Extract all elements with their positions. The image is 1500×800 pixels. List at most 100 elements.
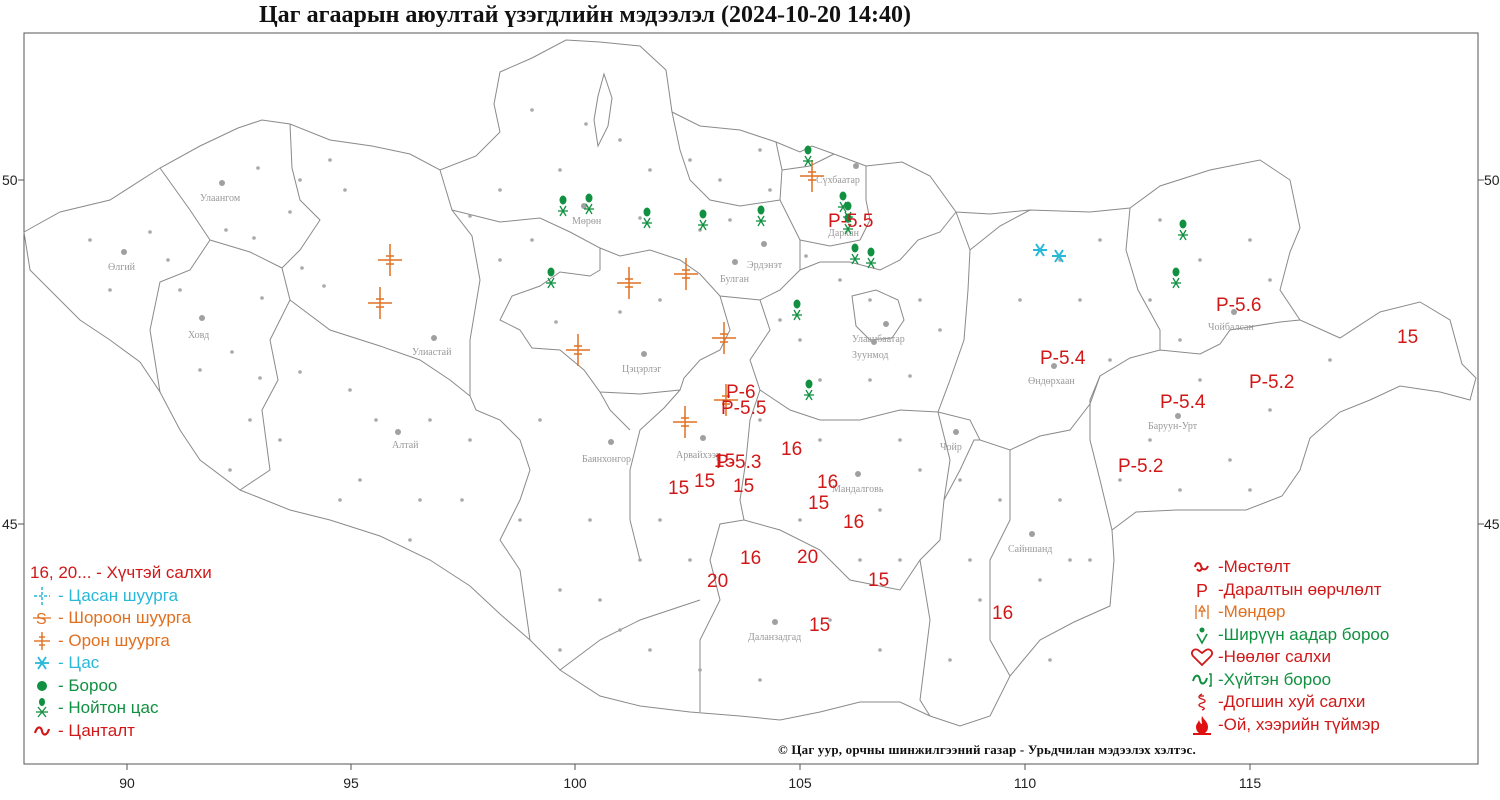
station-dot — [758, 418, 762, 422]
station-dot — [498, 188, 502, 192]
pressure-label: P-5.6 — [1216, 295, 1261, 316]
legend-item-pressure: P -Даралтын өөрчлөлт — [1190, 579, 1389, 602]
station-dot — [918, 468, 922, 472]
station-dot — [178, 288, 182, 292]
wind-label: 15 — [714, 451, 735, 472]
station-dot — [1268, 278, 1272, 282]
station-dot — [638, 558, 642, 562]
pressure-label: P-5.5 — [721, 398, 766, 419]
station-dot — [300, 266, 304, 270]
heavy-rain-icon — [1190, 625, 1214, 645]
y-tick-label: 50 — [1484, 172, 1500, 188]
snow-icon — [1052, 249, 1066, 263]
station-dot — [828, 618, 832, 622]
x-axis: 90 95 100 105 110 115 — [119, 764, 1261, 791]
wind-label: 15 — [694, 471, 715, 492]
x-tick-label: 90 — [119, 775, 135, 791]
station-dot — [1268, 408, 1272, 412]
station-dot — [598, 598, 602, 602]
city-label: Зуунмод — [852, 350, 889, 361]
station-dot — [468, 214, 472, 218]
station-dots — [88, 108, 1332, 682]
blizzard-icon — [30, 631, 54, 651]
station-dot — [166, 258, 170, 262]
station-dot — [1228, 458, 1232, 462]
blizzard-icon — [674, 258, 698, 290]
station-dot — [638, 216, 642, 220]
legend-text: - Бороо — [58, 675, 118, 695]
station-dot — [1118, 478, 1122, 482]
y-tick-label: 45 — [2, 516, 18, 532]
station-dot — [498, 258, 502, 262]
station-dot — [230, 350, 234, 354]
station-dot — [518, 518, 522, 522]
station-dot — [1158, 218, 1162, 222]
snow-markers — [1033, 243, 1066, 263]
station-dot — [460, 498, 464, 502]
pressure-label: P-5.2 — [1249, 372, 1294, 393]
city-label: Булган — [720, 274, 750, 285]
station-dot — [618, 138, 622, 142]
wind-label: 16 — [843, 512, 864, 533]
legend-text: -Ой, хээрийн түймэр — [1218, 714, 1380, 734]
station-dot — [224, 228, 228, 232]
legend-text: - Нойтон цас — [58, 698, 159, 718]
station-dot — [258, 376, 262, 380]
wind-label: 15 — [809, 615, 830, 636]
station-dot — [878, 508, 882, 512]
blizzard-icon — [617, 267, 641, 299]
legend-item-heavy-rain: -Ширүүн аадар бороо — [1190, 624, 1389, 647]
station-dot — [1078, 298, 1082, 302]
city-label: Баянхонгор — [582, 454, 631, 465]
city-label: Сүхбаатар — [816, 175, 860, 186]
sleet-icon — [584, 193, 594, 215]
map-frame — [23, 32, 1479, 765]
legend-item-fire: -Ой, хээрийн түймэр — [1190, 714, 1389, 737]
station-dot — [798, 518, 802, 522]
station-dot — [1148, 438, 1152, 442]
legend-item-whirlwind: -Догшин хуй салхи — [1190, 691, 1389, 714]
blizzard-icon — [800, 160, 824, 192]
y-tick-label: 45 — [1484, 516, 1500, 532]
station-dot — [108, 288, 112, 292]
pressure-label: P-5.4 — [1040, 348, 1086, 369]
legend-text: -Мөстөлт — [1218, 557, 1291, 577]
blizzard-icon — [368, 287, 392, 319]
sleet-icon — [1178, 219, 1188, 241]
station-dot — [804, 254, 808, 258]
station-dot — [978, 598, 982, 602]
legend-item-strong-wind: 16, 20... - Хүчтэй салхи — [30, 562, 212, 585]
x-tick-label: 100 — [563, 775, 587, 791]
station-dot — [758, 148, 762, 152]
wind-label: 15 — [868, 570, 889, 591]
station-dot — [958, 478, 962, 482]
station-dot — [322, 284, 326, 288]
station-dot — [758, 678, 762, 682]
x-tick-label: 105 — [788, 775, 812, 791]
wind-label: 15 — [668, 478, 689, 499]
city-labels: Улаангом Өлгий Ховд Улиастай Алтай Мөрөн… — [108, 163, 1254, 643]
station-dot — [248, 418, 252, 422]
legend-item-cold-rain: -Хүйтэн бороо — [1190, 669, 1389, 692]
legend-text: - Цанталт — [58, 720, 135, 740]
station-dot — [278, 438, 282, 442]
legend-text: -Даралтын өөрчлөлт — [1218, 579, 1382, 599]
station-dot — [256, 166, 260, 170]
city-label: Арвайхээр — [676, 450, 721, 461]
fire-icon — [1190, 715, 1214, 735]
sleet-icon — [843, 213, 853, 235]
city-label: Дархан — [828, 228, 860, 239]
station-dot — [1018, 298, 1022, 302]
station-dot — [418, 498, 422, 502]
station-dot — [778, 318, 782, 322]
wind-label: 16 — [781, 439, 802, 460]
station-dot — [1198, 258, 1202, 262]
y-tick-label: 50 — [2, 172, 18, 188]
station-dot — [558, 168, 562, 172]
sleet-icon — [642, 207, 652, 229]
city-label: Эрдэнэт — [747, 260, 783, 271]
city-label: Ховд — [188, 330, 209, 341]
city-label: Цэцэрлэг — [622, 364, 661, 375]
legend-text: - Орон шуурга — [58, 630, 170, 650]
station-dot — [328, 158, 332, 162]
